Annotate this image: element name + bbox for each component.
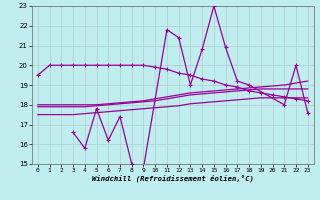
X-axis label: Windchill (Refroidissement éolien,°C): Windchill (Refroidissement éolien,°C) (92, 175, 254, 182)
